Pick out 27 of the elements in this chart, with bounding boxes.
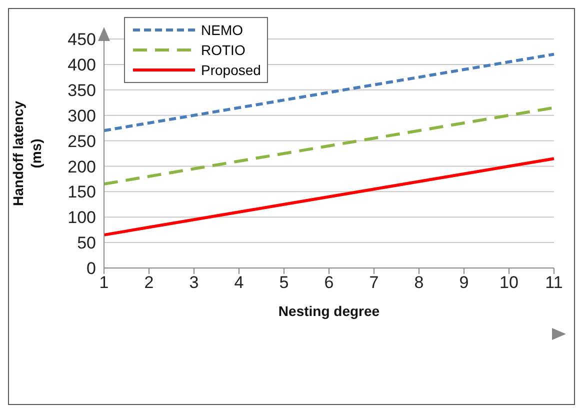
y-tick-label: 200 xyxy=(68,157,96,176)
y-tick-label: 50 xyxy=(77,234,96,253)
y-tick-label: 100 xyxy=(68,208,96,228)
x-tick-label: 2 xyxy=(144,273,154,292)
y-tick-label: 300 xyxy=(68,106,96,126)
x-tick-label: 1 xyxy=(99,273,109,292)
y-tick-label: 350 xyxy=(68,80,96,100)
y-tick-label: 450 xyxy=(68,30,96,50)
x-tick-label: 10 xyxy=(500,273,518,292)
line-series xyxy=(102,157,556,236)
x-tick-label: 9 xyxy=(459,273,469,292)
x-tick-label: 6 xyxy=(324,273,334,292)
x-tick-label: 5 xyxy=(279,273,289,292)
x-tick-label: 4 xyxy=(234,273,244,292)
x-axis-title: Nesting degree xyxy=(278,303,380,319)
legend-label: Proposed xyxy=(201,62,261,78)
y-tick-label: 250 xyxy=(68,132,96,151)
y-tick-label: 400 xyxy=(68,55,96,74)
legend-label: NEMO xyxy=(201,22,243,38)
x-tick-label: 11 xyxy=(545,273,563,292)
x-tick-label: 3 xyxy=(189,273,199,292)
x-tick-label: 7 xyxy=(369,273,379,292)
legend-label: ROTIO xyxy=(201,42,246,58)
y-tick-label: 150 xyxy=(68,182,96,202)
y-axis-title: Handoff latency (ms) xyxy=(10,100,44,206)
y-tick-label: 0 xyxy=(86,259,96,278)
x-tick-label: 8 xyxy=(414,273,424,292)
